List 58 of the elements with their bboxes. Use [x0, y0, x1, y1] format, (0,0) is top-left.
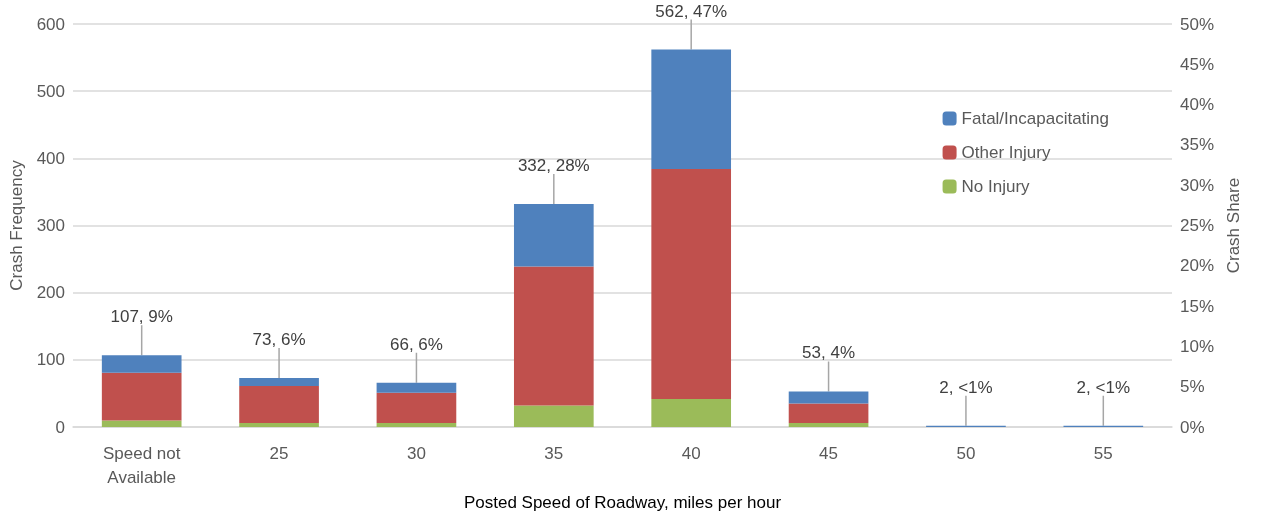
- total-label: 73, 6%: [252, 330, 306, 350]
- x-tick-label: 45: [819, 443, 839, 463]
- y-tick-label: 100: [36, 350, 65, 370]
- y2-tick-label: 30%: [1180, 175, 1215, 195]
- legend-label: Other Injury: [961, 143, 1051, 162]
- bar: [788, 403, 869, 424]
- y2-tick-label: 15%: [1180, 296, 1215, 316]
- bar: [101, 372, 182, 421]
- bar: [376, 382, 457, 393]
- y2-tick-label: 0%: [1180, 417, 1205, 437]
- total-label: 53, 4%: [802, 343, 856, 363]
- y-tick-label: 600: [36, 14, 65, 34]
- bar: [651, 49, 732, 170]
- y2-tick-label: 10%: [1180, 336, 1215, 356]
- y2-axis-title: Crash Share: [1223, 177, 1243, 274]
- total-label: 107, 9%: [110, 307, 173, 327]
- legend-label: Fatal/Incapacitating: [961, 109, 1109, 128]
- x-tick-label: 25: [269, 443, 289, 463]
- bar: [101, 355, 182, 373]
- bar: [788, 423, 869, 428]
- bar: [101, 420, 182, 428]
- x-axis-title: Posted Speed of Roadway, miles per hour: [463, 493, 782, 512]
- bar: [788, 391, 869, 404]
- bar: [651, 169, 732, 399]
- x-tick-label: Speed not Available: [102, 443, 181, 487]
- y2-tick-label: 35%: [1180, 135, 1215, 155]
- bar: [513, 266, 594, 406]
- y2-tick-label: 50%: [1180, 14, 1215, 34]
- bar: [651, 398, 732, 428]
- x-tick-label: 50: [956, 443, 976, 463]
- y-tick-label: 400: [36, 148, 65, 168]
- x-tick-label: 35: [544, 443, 564, 463]
- bar: [376, 423, 457, 428]
- bar: [513, 405, 594, 428]
- y-tick-label: 300: [36, 216, 65, 236]
- x-tick-label: 40: [681, 443, 701, 463]
- bar: [239, 378, 319, 387]
- y2-tick-label: 25%: [1180, 216, 1215, 236]
- y2-tick-label: 20%: [1180, 256, 1215, 276]
- y-tick-label: 200: [36, 283, 65, 303]
- x-tick-label: 55: [1093, 443, 1113, 463]
- bar: [239, 386, 319, 424]
- bar: [239, 423, 319, 428]
- y-tick-label: 500: [36, 81, 65, 101]
- total-label: 2, <1%: [939, 377, 993, 397]
- y-axis-title: Crash Frequency: [7, 159, 26, 291]
- y-tick-label: 0: [55, 417, 65, 437]
- legend-label: No Injury: [961, 177, 1031, 196]
- y2-tick-label: 45%: [1180, 54, 1215, 74]
- y2-tick-label: 5%: [1180, 377, 1205, 397]
- total-label: 332, 28%: [517, 156, 590, 176]
- bar: [376, 392, 457, 424]
- x-tick-label: 30: [406, 443, 426, 463]
- total-label: 562, 47%: [655, 1, 728, 21]
- y2-tick-label: 40%: [1180, 95, 1215, 115]
- total-label: 66, 6%: [389, 334, 443, 354]
- total-label: 2, <1%: [1076, 377, 1131, 397]
- bar: [513, 204, 594, 267]
